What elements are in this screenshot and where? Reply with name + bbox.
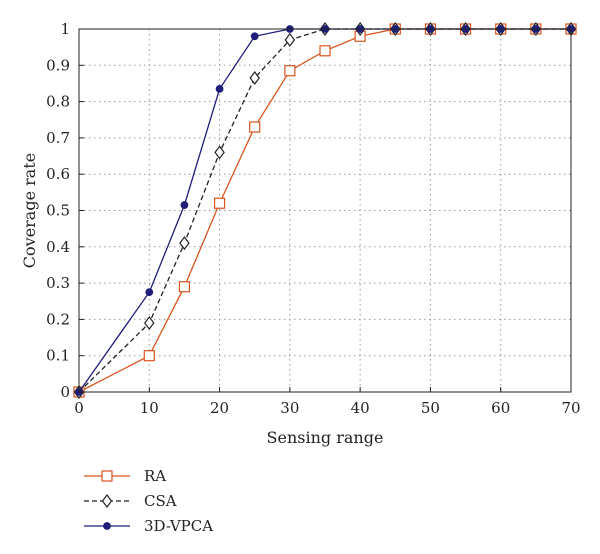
data-point-square — [213, 197, 226, 209]
legend-label: CSA — [144, 492, 177, 510]
x-tick-label: 70 — [561, 399, 580, 417]
legend-label: 3D-VPCA — [144, 517, 213, 535]
y-tick-label: 0.7 — [46, 129, 70, 147]
data-point-square — [101, 470, 113, 482]
series-line-csa — [78, 28, 571, 393]
data-point-diamond — [101, 494, 113, 508]
legend-entry-ra: RA — [84, 467, 166, 485]
y-tick-label: 0.6 — [46, 165, 70, 183]
data-point-diamond — [179, 236, 190, 251]
data-point-square — [178, 281, 191, 293]
x-tick-label: 50 — [421, 399, 440, 417]
data-point-circle — [215, 84, 224, 93]
y-tick-label: 0.8 — [46, 93, 70, 111]
data-point-circle — [180, 201, 189, 209]
x-tick-label: 10 — [140, 399, 159, 417]
data-point-square — [284, 65, 296, 77]
legend-entry-3d-vpca: 3D-VPCA — [84, 517, 213, 535]
y-axis-label: Coverage rate — [20, 153, 39, 268]
legend-label: RA — [144, 467, 166, 485]
data-point-square — [143, 350, 155, 362]
y-tick-label: 0.2 — [46, 310, 70, 328]
data-point-diamond — [249, 71, 260, 86]
x-tick-label: 60 — [491, 399, 510, 417]
y-tick-label: 0.9 — [46, 56, 70, 74]
y-tick-label: 0.1 — [46, 347, 70, 365]
data-point-diamond — [144, 316, 155, 331]
y-tick-label: 0.4 — [46, 238, 70, 256]
axis-ticks: 0 10 20 30 40 50 60 70 0 0.1 0.2 0.3 0.4 0.5 0.6 0.7 0.8… — [46, 20, 580, 417]
x-tick-label: 0 — [74, 399, 84, 417]
x-tick-label: 30 — [280, 399, 299, 417]
data-point-diamond — [214, 145, 225, 160]
x-tick-label: 20 — [210, 399, 229, 417]
y-tick-label: 0 — [60, 383, 70, 401]
x-axis-label: Sensing range — [267, 428, 384, 447]
y-tick-label: 0.5 — [46, 202, 70, 220]
y-tick-label: 1 — [60, 20, 70, 38]
data-point-circle — [250, 32, 259, 41]
data-point-diamond — [284, 32, 296, 47]
data-point-square — [319, 45, 331, 57]
legend-entry-csa: CSA — [84, 492, 177, 510]
legend: RA CSA 3D-VPCA — [84, 467, 213, 535]
y-tick-label: 0.3 — [46, 274, 70, 292]
data-point-circle — [103, 522, 111, 530]
data-point-square — [249, 121, 261, 133]
grid-lines — [79, 29, 571, 392]
data-point-circle — [145, 288, 154, 297]
x-tick-label: 40 — [351, 399, 370, 417]
